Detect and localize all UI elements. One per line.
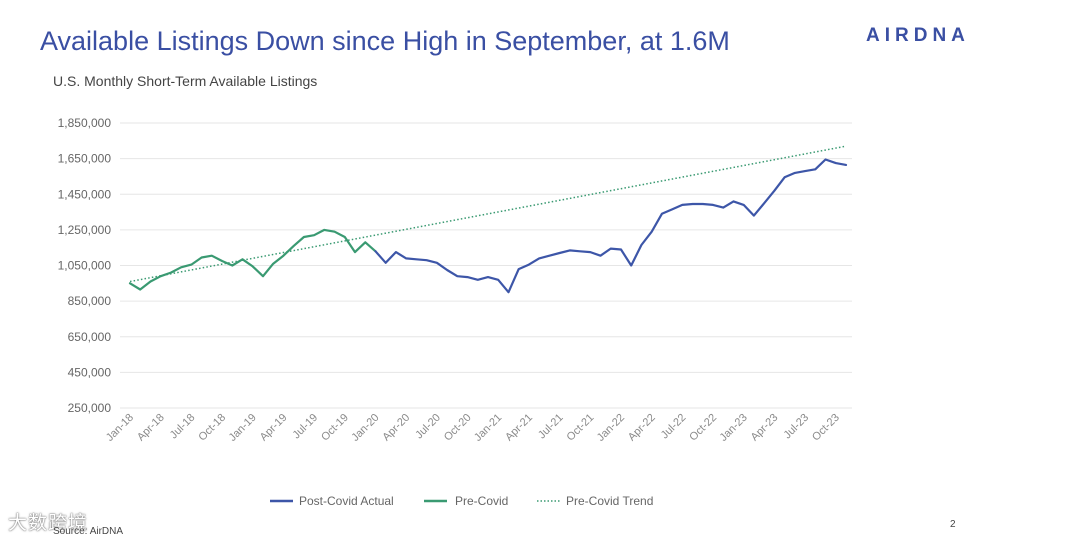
grid-lines	[120, 122, 852, 409]
x-tick-label: Oct-20	[442, 412, 474, 444]
x-tick-label: Apr-21	[503, 412, 535, 444]
x-tick-label: Apr-18	[135, 412, 167, 444]
y-tick-label: 1,250,000	[58, 223, 112, 237]
airdna-logo: AIRDNA	[866, 25, 970, 46]
legend-label-post-covid: Post-Covid Actual	[299, 494, 394, 508]
y-tick-label: 850,000	[68, 294, 112, 308]
x-tick-label: Oct-22	[687, 412, 719, 444]
x-tick-label: Apr-19	[258, 412, 290, 444]
x-tick-label: Jul-23	[782, 412, 812, 442]
x-tick-label: Oct-18	[196, 412, 228, 444]
x-tick-label: Jan-18	[104, 412, 136, 444]
x-tick-label: Apr-23	[749, 412, 781, 444]
chart-title: Available Listings Down since High in Se…	[40, 26, 730, 56]
y-tick-label: 1,450,000	[58, 187, 112, 201]
x-tick-label: Oct-23	[810, 412, 842, 444]
x-tick-label: Jul-20	[413, 412, 443, 442]
x-tick-label: Jul-18	[168, 412, 198, 442]
x-tick-label: Jul-22	[659, 412, 689, 442]
legend: Post-Covid Actual Pre-Covid Pre-Covid Tr…	[270, 494, 653, 508]
x-tick-label: Jan-19	[227, 412, 259, 444]
y-tick-label: 1,850,000	[58, 116, 112, 130]
x-tick-label: Jul-21	[536, 412, 566, 442]
y-tick-label: 650,000	[68, 330, 112, 344]
x-tick-label: Jan-20	[349, 412, 381, 444]
watermark: 大数跨境	[8, 513, 89, 534]
x-tick-label: Apr-20	[380, 412, 412, 444]
y-tick-label: 1,050,000	[58, 259, 112, 273]
series-line-pre-covid-trend	[129, 145, 847, 283]
x-tick-label: Oct-21	[565, 412, 597, 444]
x-tick-label: Jul-19	[291, 412, 321, 442]
legend-label-pre-covid: Pre-Covid	[455, 494, 508, 508]
x-tick-label: Jan-22	[595, 412, 627, 444]
x-tick-label: Jan-23	[718, 412, 750, 444]
source-note: Source: AirDNA	[53, 526, 124, 537]
chart-subtitle: U.S. Monthly Short-Term Available Listin…	[53, 73, 318, 89]
y-tick-label: 450,000	[68, 365, 112, 379]
x-tick-label: Oct-19	[319, 412, 351, 444]
x-tick-label: Apr-22	[626, 412, 658, 444]
series-line-pre-covid	[128, 228, 377, 291]
series-line-post-covid	[374, 158, 848, 294]
y-tick-label: 1,650,000	[58, 152, 112, 166]
series-lines	[128, 145, 848, 294]
x-tick-label: Jan-21	[472, 412, 504, 444]
y-tick-label: 250,000	[68, 401, 112, 415]
y-axis-ticks: 250,000 450,000 650,000 850,000 1,050,000 1,2…	[58, 116, 112, 415]
legend-label-pre-covid-trend: Pre-Covid Trend	[566, 494, 653, 508]
page-number: 2	[950, 519, 956, 530]
